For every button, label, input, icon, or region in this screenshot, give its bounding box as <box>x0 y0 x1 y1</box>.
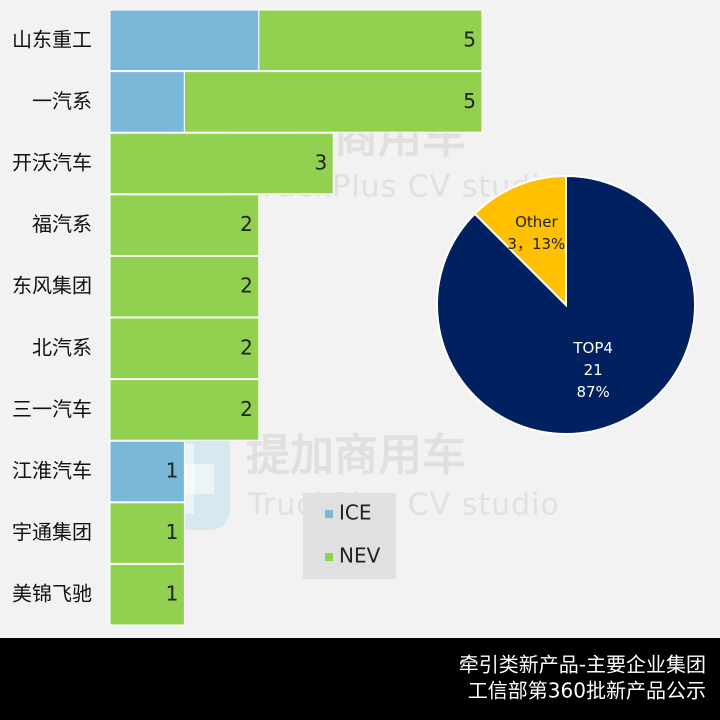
pie-slice <box>473 174 567 308</box>
data-label: 5 <box>463 89 476 113</box>
data-label: 1 <box>166 582 179 606</box>
bar-segment <box>109 71 185 133</box>
slice-label: 3，13% <box>507 235 565 253</box>
category-label: 一汽系 <box>32 89 92 113</box>
bar-segment <box>109 563 185 626</box>
category-label: 江淮汽车 <box>12 459 92 483</box>
slice-label: 87% <box>576 383 609 401</box>
data-label: 3 <box>314 151 327 175</box>
category-label: 福汽系 <box>32 212 92 236</box>
data-label: 2 <box>240 397 253 421</box>
data-label: 5 <box>463 27 476 51</box>
bar-segment <box>109 502 185 564</box>
category-label: 三一汽车 <box>12 397 92 421</box>
plot: 山东重工 5 一汽系 5 开沃汽车 3 福汽系 2 东风集团 2 北汽系 2 三一汽车 2 江淮汽车 1 宇通集… <box>12 9 696 626</box>
data-label: 2 <box>240 335 253 359</box>
slice-name: Other <box>515 213 558 231</box>
footer-line: 工信部第360批新产品公示 <box>468 679 706 703</box>
bar-segment <box>109 194 260 256</box>
bar-segment <box>183 71 483 133</box>
legend-swatch <box>325 553 333 561</box>
category-label: 美锦飞驰 <box>12 582 92 606</box>
category-label: 宇通集团 <box>12 520 92 544</box>
bar-segment <box>109 317 260 380</box>
footer-band <box>0 638 720 720</box>
bar-segment <box>109 255 260 318</box>
category-label: 山东重工 <box>12 27 92 51</box>
category-label: 北汽系 <box>32 335 92 359</box>
watermark-subtitle: TruckPlus CV studio <box>247 488 560 523</box>
slice-name: TOP4 <box>572 339 613 357</box>
bar-segment <box>109 440 185 503</box>
legend-label: ICE <box>339 501 372 525</box>
data-label: 1 <box>166 520 179 544</box>
category-label: 开沃汽车 <box>12 151 92 175</box>
legend-box <box>303 493 396 579</box>
bar-segment <box>258 9 483 72</box>
legend-swatch <box>325 510 333 518</box>
bar-segment <box>109 132 334 195</box>
slice-label: 21 <box>584 361 603 379</box>
data-label: 1 <box>166 459 179 483</box>
data-label: 2 <box>240 212 253 236</box>
bar-segment <box>109 379 260 441</box>
watermark-title: 提加商用车 <box>246 430 466 481</box>
data-label: 2 <box>240 274 253 298</box>
footer-line: 牵引类新产品-主要企业集团 <box>459 653 706 677</box>
category-label: 东风集团 <box>12 274 92 298</box>
legend-label: NEV <box>339 544 381 568</box>
bar-segment <box>109 9 260 72</box>
